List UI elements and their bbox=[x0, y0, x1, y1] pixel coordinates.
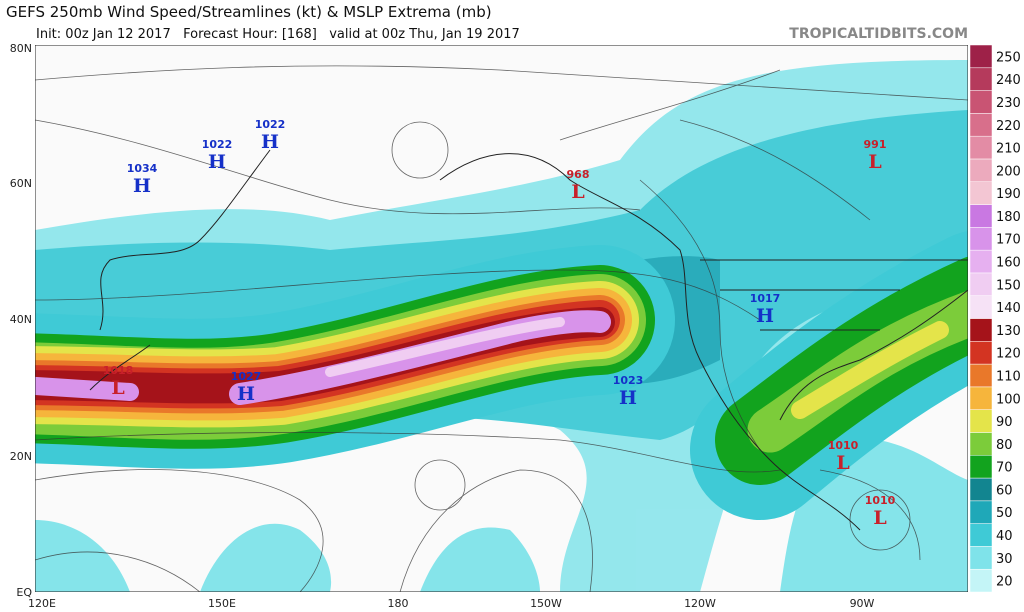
pressure-value: 1022 bbox=[255, 118, 286, 131]
pressure-letter: H bbox=[208, 151, 226, 173]
pressure-letter: H bbox=[261, 131, 279, 153]
title: GEFS 250mb Wind Speed/Streamlines (kt) &… bbox=[6, 3, 492, 21]
colorbar-swatch bbox=[969, 90, 993, 114]
colorbar-label: 170 bbox=[996, 233, 1021, 248]
colorbar-label: 200 bbox=[996, 164, 1021, 179]
pressure-value: 1010 bbox=[828, 439, 859, 452]
pressure-letter: H bbox=[756, 305, 774, 327]
latitude-label: 20N bbox=[10, 450, 32, 463]
pressure-value: 1018 bbox=[103, 364, 134, 377]
latitude-label: 40N bbox=[10, 313, 32, 326]
colorbar-swatch bbox=[969, 158, 993, 182]
colorbar-label: 100 bbox=[996, 392, 1021, 407]
colorbar-label: 220 bbox=[996, 119, 1021, 134]
colorbar-swatch bbox=[969, 227, 993, 251]
pressure-centers: 1034H1022H1022H968L991L1017H1018L1027H10… bbox=[103, 118, 896, 529]
pressure-letter: L bbox=[873, 507, 886, 529]
colorbar-label: 60 bbox=[996, 483, 1013, 498]
colorbar-swatch bbox=[969, 409, 993, 433]
pressure-value: 1034 bbox=[127, 162, 158, 175]
colorbar-label: 240 bbox=[996, 73, 1021, 88]
map bbox=[35, 45, 968, 592]
colorbar-label: 140 bbox=[996, 301, 1021, 316]
latitude-label: 60N bbox=[10, 177, 32, 190]
pressure-value: 1010 bbox=[865, 494, 896, 507]
colorbar-swatch bbox=[969, 363, 993, 388]
colorbar-label: 210 bbox=[996, 142, 1021, 157]
colorbar-swatch bbox=[969, 113, 993, 137]
colorbar-swatch bbox=[969, 67, 993, 91]
pressure-value: 991 bbox=[864, 138, 887, 151]
colorbar-label: 110 bbox=[996, 369, 1021, 384]
colorbar-label: 70 bbox=[996, 461, 1013, 476]
brand: TROPICALTIDBITS.COM bbox=[789, 26, 968, 42]
colorbar-label: 50 bbox=[996, 506, 1013, 521]
colorbar-swatch bbox=[969, 477, 993, 502]
longitude-label: 150W bbox=[530, 597, 562, 610]
pressure-letter: L bbox=[836, 452, 849, 474]
colorbar-swatch bbox=[969, 135, 993, 160]
colorbar-label: 190 bbox=[996, 187, 1021, 202]
longitude-label: 180 bbox=[388, 597, 409, 610]
colorbar-label: 120 bbox=[996, 347, 1021, 362]
colorbar-swatch bbox=[969, 341, 993, 365]
colorbar-swatch bbox=[969, 523, 993, 547]
colorbar-label: 250 bbox=[996, 50, 1021, 65]
pressure-letter: L bbox=[868, 151, 881, 173]
colorbar-swatch bbox=[969, 386, 993, 410]
colorbar-label: 150 bbox=[996, 278, 1021, 293]
longitude-label: 120E bbox=[28, 597, 56, 610]
longitude-label: 150E bbox=[208, 597, 236, 610]
colorbar-label: 40 bbox=[996, 529, 1013, 544]
colorbar-label: 20 bbox=[996, 575, 1013, 590]
colorbar-swatch bbox=[969, 44, 993, 69]
longitude-label: 90W bbox=[850, 597, 875, 610]
colorbar: 20 30 40 50 60 70 80 90 100 110 120 130 140 150 160 170… bbox=[969, 44, 1021, 593]
colorbar-swatch bbox=[969, 249, 993, 274]
colorbar-swatch bbox=[969, 204, 993, 228]
pressure-letter: H bbox=[133, 175, 151, 197]
latitude-label: EQ bbox=[16, 586, 32, 599]
colorbar-swatch bbox=[969, 568, 993, 593]
pressure-value: 1022 bbox=[202, 138, 233, 151]
colorbar-label: 180 bbox=[996, 210, 1021, 225]
colorbar-label: 90 bbox=[996, 415, 1013, 430]
colorbar-swatch bbox=[969, 318, 993, 342]
pressure-value: 1017 bbox=[750, 292, 781, 305]
pressure-letter: H bbox=[237, 383, 255, 405]
colorbar-swatch bbox=[969, 500, 993, 524]
pressure-value: 1027 bbox=[231, 370, 262, 383]
pressure-value: 1023 bbox=[613, 374, 644, 387]
latitude-label: 80N bbox=[10, 42, 32, 55]
colorbar-label: 230 bbox=[996, 96, 1021, 111]
colorbar-label: 130 bbox=[996, 324, 1021, 339]
colorbar-label: 160 bbox=[996, 256, 1021, 271]
pressure-letter: H bbox=[619, 387, 637, 409]
longitude-label: 120W bbox=[684, 597, 716, 610]
pressure-value: 968 bbox=[567, 168, 590, 181]
pressure-letter: L bbox=[111, 377, 124, 399]
colorbar-swatch bbox=[969, 181, 993, 205]
colorbar-swatch bbox=[969, 295, 993, 319]
colorbar-swatch bbox=[969, 272, 993, 296]
colorbar-swatch bbox=[969, 546, 993, 570]
colorbar-swatch bbox=[969, 432, 993, 456]
colorbar-label: 30 bbox=[996, 552, 1013, 567]
colorbar-label: 80 bbox=[996, 438, 1013, 453]
pressure-letter: L bbox=[571, 181, 584, 203]
colorbar-swatch bbox=[969, 455, 993, 479]
subtitle: Init: 00z Jan 12 2017 Forecast Hour: [16… bbox=[36, 27, 520, 42]
